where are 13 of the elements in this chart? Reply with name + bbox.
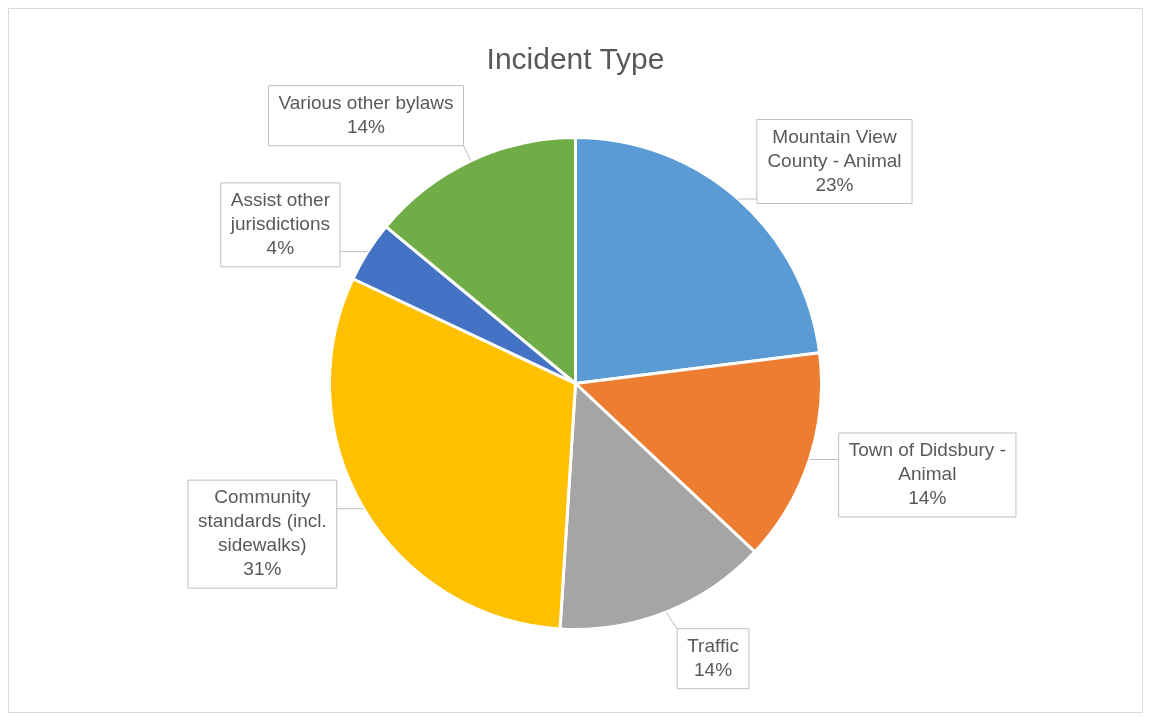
slice-label: Community standards (incl. sidewalks) bbox=[197, 486, 327, 556]
slice-label: Various other bylaws bbox=[278, 91, 454, 113]
slice-label: Mountain View County - Animal bbox=[767, 125, 902, 171]
slice-label: Assist other jurisdictions bbox=[229, 189, 331, 235]
data-label: 14% bbox=[908, 487, 947, 509]
data-label: 31% bbox=[243, 558, 282, 580]
data-label: 14% bbox=[694, 658, 733, 680]
data-label: 4% bbox=[266, 237, 295, 259]
slice-label: Traffic bbox=[687, 634, 739, 656]
slice-label: Town of Didsbury - Animal bbox=[848, 439, 1006, 485]
data-label: 23% bbox=[815, 173, 854, 195]
chart-title: Incident Type bbox=[486, 42, 665, 76]
data-label: 14% bbox=[346, 115, 386, 137]
